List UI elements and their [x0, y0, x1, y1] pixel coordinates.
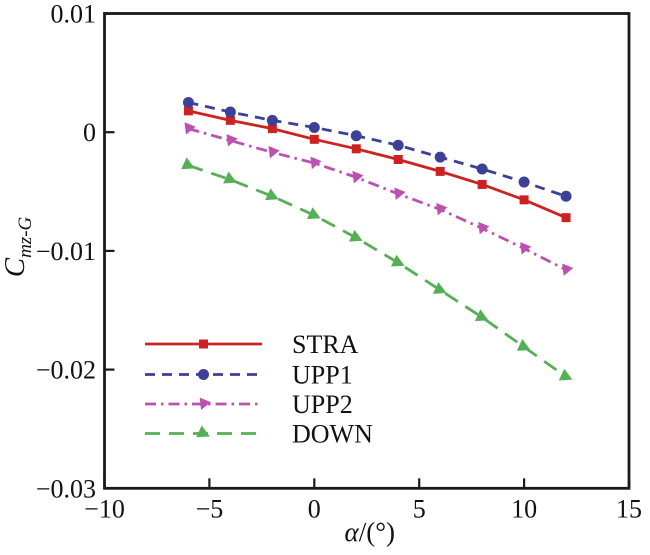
legend-item-stra: STRA — [145, 330, 359, 359]
legend-label: DOWN — [292, 420, 373, 449]
x-tick-label: −10 — [84, 494, 125, 523]
marker-triangle-right — [516, 339, 531, 351]
x-tick-label: 5 — [413, 494, 426, 523]
x-tick-label: 15 — [616, 494, 642, 523]
series-line-upp1 — [188, 101, 567, 198]
series-line-upp2 — [188, 127, 567, 272]
marker-triangle-down — [394, 187, 406, 200]
marker-triangle-down — [436, 202, 448, 216]
marker-circle — [350, 130, 362, 142]
legend-label: UPP2 — [292, 390, 353, 419]
x-tick-label: −5 — [196, 494, 224, 523]
marker-circle — [198, 369, 209, 380]
x-tick-label: 10 — [511, 494, 537, 523]
marker-square — [309, 134, 319, 144]
y-tick-label: −0.01 — [36, 237, 96, 266]
y-tick-label: −0.03 — [36, 474, 96, 503]
marker-triangle-down — [268, 145, 280, 159]
x-tick-label: 0 — [308, 494, 321, 523]
marker-circle — [392, 139, 404, 151]
y-tick-label: −0.02 — [36, 356, 96, 385]
marker-circle — [182, 97, 194, 109]
legend-item-down: DOWN — [145, 420, 373, 449]
marker-square — [519, 195, 529, 205]
marker-triangle-down — [199, 397, 211, 411]
legend-item-upp1: UPP1 — [145, 361, 353, 390]
marker-circle — [476, 163, 488, 175]
marker-square — [561, 213, 571, 223]
marker-circle — [518, 176, 530, 188]
marker-triangle-right — [390, 254, 405, 267]
series-down — [181, 157, 573, 381]
marker-triangle-right — [307, 207, 321, 220]
marker-triangle-down — [478, 221, 490, 235]
marker-triangle-down — [520, 242, 532, 255]
marker-square — [183, 106, 193, 116]
marker-circle — [308, 121, 320, 133]
marker-triangle-right — [348, 229, 363, 242]
marker-square — [477, 179, 487, 189]
marker-circle — [266, 114, 278, 126]
marker-circle — [434, 151, 446, 163]
marker-triangle-right — [558, 368, 573, 381]
marker-triangle-down — [352, 170, 364, 184]
marker-triangle-right — [474, 309, 489, 322]
legend-item-upp2: UPP2 — [145, 390, 353, 419]
legend-label: UPP1 — [292, 361, 353, 390]
marker-triangle-right — [181, 157, 195, 170]
series-stra — [183, 106, 571, 223]
plot-frame — [103, 12, 631, 490]
marker-triangle-right — [265, 188, 279, 201]
y-tick-label: 0.01 — [51, 0, 97, 29]
marker-circle — [560, 190, 572, 202]
x-axis-label: α/(°) — [345, 517, 395, 547]
series-upp1 — [182, 97, 572, 202]
marker-square — [351, 144, 361, 154]
marker-triangle-down — [562, 263, 574, 276]
legend-label: STRA — [292, 330, 359, 359]
marker-triangle-right — [196, 425, 210, 438]
marker-square — [267, 124, 277, 134]
marker-square — [393, 155, 403, 165]
marker-square — [435, 166, 445, 176]
marker-triangle-down — [226, 134, 238, 147]
y-axis-label: Cmz-G — [0, 216, 36, 277]
marker-triangle-down — [184, 122, 196, 135]
marker-circle — [224, 106, 236, 118]
marker-triangle-right — [432, 282, 447, 294]
marker-triangle-right — [223, 171, 237, 184]
series-upp2 — [184, 122, 574, 276]
marker-square — [225, 115, 235, 125]
marker-triangle-down — [310, 156, 322, 170]
y-tick-label: 0 — [83, 118, 96, 147]
series-line-stra — [188, 109, 567, 219]
marker-square — [199, 339, 208, 349]
